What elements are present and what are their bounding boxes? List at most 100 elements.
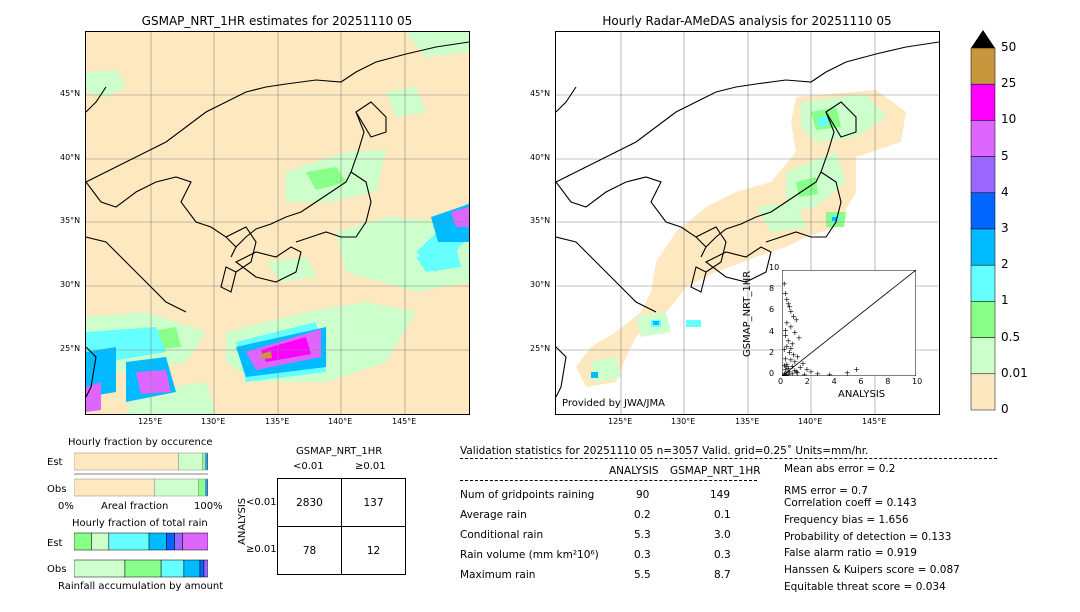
scatter-point: + (796, 333, 803, 342)
scatter-point: + (790, 350, 797, 359)
colorbar-cell (970, 192, 996, 230)
stats-row-gsmap: 0.3 (714, 549, 731, 561)
right-lon-label: 145°E (862, 417, 887, 426)
right-lat-label: 45°N (530, 89, 551, 98)
colorbar-label: 50 (1001, 40, 1017, 54)
total-rain-bar-segment (166, 532, 175, 551)
colorbar-cell (970, 264, 996, 302)
validation-divider (460, 458, 997, 459)
stats-row-label: Num of gridpoints raining (460, 489, 595, 501)
tot-est-label: Est (47, 538, 63, 549)
colorbar-cell (970, 301, 996, 338)
scatter-point: + (786, 367, 793, 376)
colorbar-cell (970, 120, 996, 157)
right-map-title: Hourly Radar-AMeDAS analysis for 2025111… (602, 14, 892, 28)
colorbar-label: 10 (1001, 112, 1017, 127)
table-col-header: ≥0.01 (355, 461, 386, 472)
occurrence-bar-segment (198, 478, 206, 497)
colorbar-cell (970, 337, 996, 375)
total-rain-bar-segment (160, 559, 185, 578)
scatter-point: + (794, 368, 801, 376)
stats-row-analysis: 0.3 (634, 549, 651, 561)
scatter-point: + (788, 344, 795, 353)
score-line: Mean abs error = 0.2 (784, 463, 896, 475)
scatter-point: + (788, 307, 795, 316)
occurrence-bar-segment (202, 452, 206, 471)
occurrence-bar-chart (74, 452, 208, 497)
total-rain-bar-segment (74, 532, 92, 551)
table-row-header: <0.01 (246, 497, 277, 508)
scatter-ytick: 4 (769, 326, 775, 336)
left-lon-label: 145°E (392, 417, 417, 426)
scatter-point: + (784, 319, 791, 328)
colorbar-cell (970, 228, 996, 266)
scatter-point: + (793, 315, 800, 324)
left-lat-label: 40°N (60, 153, 81, 162)
occ-obs-label: Obs (47, 484, 67, 495)
scatter-point: + (789, 369, 796, 376)
total-rain-bar-segment (108, 532, 150, 551)
occ-xlabel-left: 0% (58, 501, 74, 512)
scatter-point: + (782, 331, 789, 340)
scatter-ytick: 6 (769, 305, 775, 315)
scatter-point: + (800, 359, 807, 368)
occurrence-bar-segment (178, 452, 203, 471)
scatter-point: + (784, 295, 791, 304)
left-lat-label: 25°N (60, 344, 81, 353)
left-lat-label: 45°N (60, 89, 81, 98)
scatter-point: + (784, 368, 791, 376)
right-lat-label: 25°N (530, 344, 551, 353)
scatter-point: + (789, 362, 796, 371)
stats-row-label: Average rain (460, 509, 527, 521)
colorbar-extend-arrow (971, 30, 995, 48)
tot-obs-label: Obs (47, 564, 67, 575)
colorbar-label: 0 (1001, 402, 1009, 416)
left-lat-label: 35°N (60, 216, 81, 225)
total-rain-title: Hourly fraction of total rain (72, 518, 208, 529)
right-lon-label: 140°E (798, 417, 823, 426)
occ-xlabel-mid: Areal fraction (101, 501, 169, 512)
score-line: Probability of detection = 0.133 (784, 531, 952, 543)
scatter-point: + (797, 363, 804, 372)
right-lat-label: 30°N (530, 280, 551, 289)
stats-row-gsmap: 149 (710, 489, 731, 501)
scatter-ytick: 8 (769, 284, 775, 294)
scatter-point: + (853, 365, 860, 374)
occurrence-bar-segment (74, 478, 155, 497)
score-line: Frequency bias = 1.656 (784, 514, 909, 526)
stats-row-analysis: 5.3 (634, 529, 651, 541)
table-title: GSMAP_NRT_1HR (296, 446, 383, 457)
colorbar-label: 5 (1001, 148, 1009, 163)
scatter-point: + (792, 358, 799, 367)
scatter-ytick: 0 (769, 369, 775, 378)
validation-header: Validation statistics for 20251110 05 n=… (460, 445, 869, 457)
right-map-canvas (556, 32, 939, 414)
scatter-point: + (785, 337, 792, 346)
scatter-plot: ++++++++++ +++++++++++ +++ +++ +++ ++ + +++ +++ +… (782, 270, 916, 376)
occurrence-bar-segment (206, 452, 208, 471)
scatter-xtick: 4 (831, 377, 837, 386)
left-lon-label: 125°E (138, 417, 163, 426)
stats-row-label: Maximum rain (460, 569, 536, 581)
colorbar-label: 0.01 (1001, 365, 1028, 380)
right-lon-label: 130°E (671, 417, 696, 426)
table-cell: 137 (341, 478, 406, 527)
colorbar-label: 0.5 (1001, 329, 1021, 344)
score-line: RMS error = 0.7 (784, 485, 868, 497)
right-map: + + + + + + + + + + + + + + + + + + + + + + + + + + + + + + + + + + + + + + + +… (555, 31, 940, 415)
total-rain-bar-segment (124, 559, 162, 578)
colorbar-cell (970, 83, 996, 121)
left-map-canvas (86, 32, 469, 414)
scatter-point: + (785, 370, 792, 376)
table-col-header: <0.01 (293, 461, 324, 472)
stats-row-gsmap: 0.1 (714, 509, 731, 521)
total-rain-bar-segment (148, 532, 167, 551)
colorbar (970, 30, 996, 411)
stats-row-analysis: 5.5 (634, 569, 651, 581)
scatter-point: + (782, 369, 788, 376)
identity-line (782, 270, 916, 376)
stats-row-label: Rain volume (mm km²10⁶) (460, 549, 599, 561)
scatter-point: + (785, 364, 792, 373)
stats-row-gsmap: 8.7 (714, 569, 731, 581)
scatter-point: + (814, 369, 821, 376)
